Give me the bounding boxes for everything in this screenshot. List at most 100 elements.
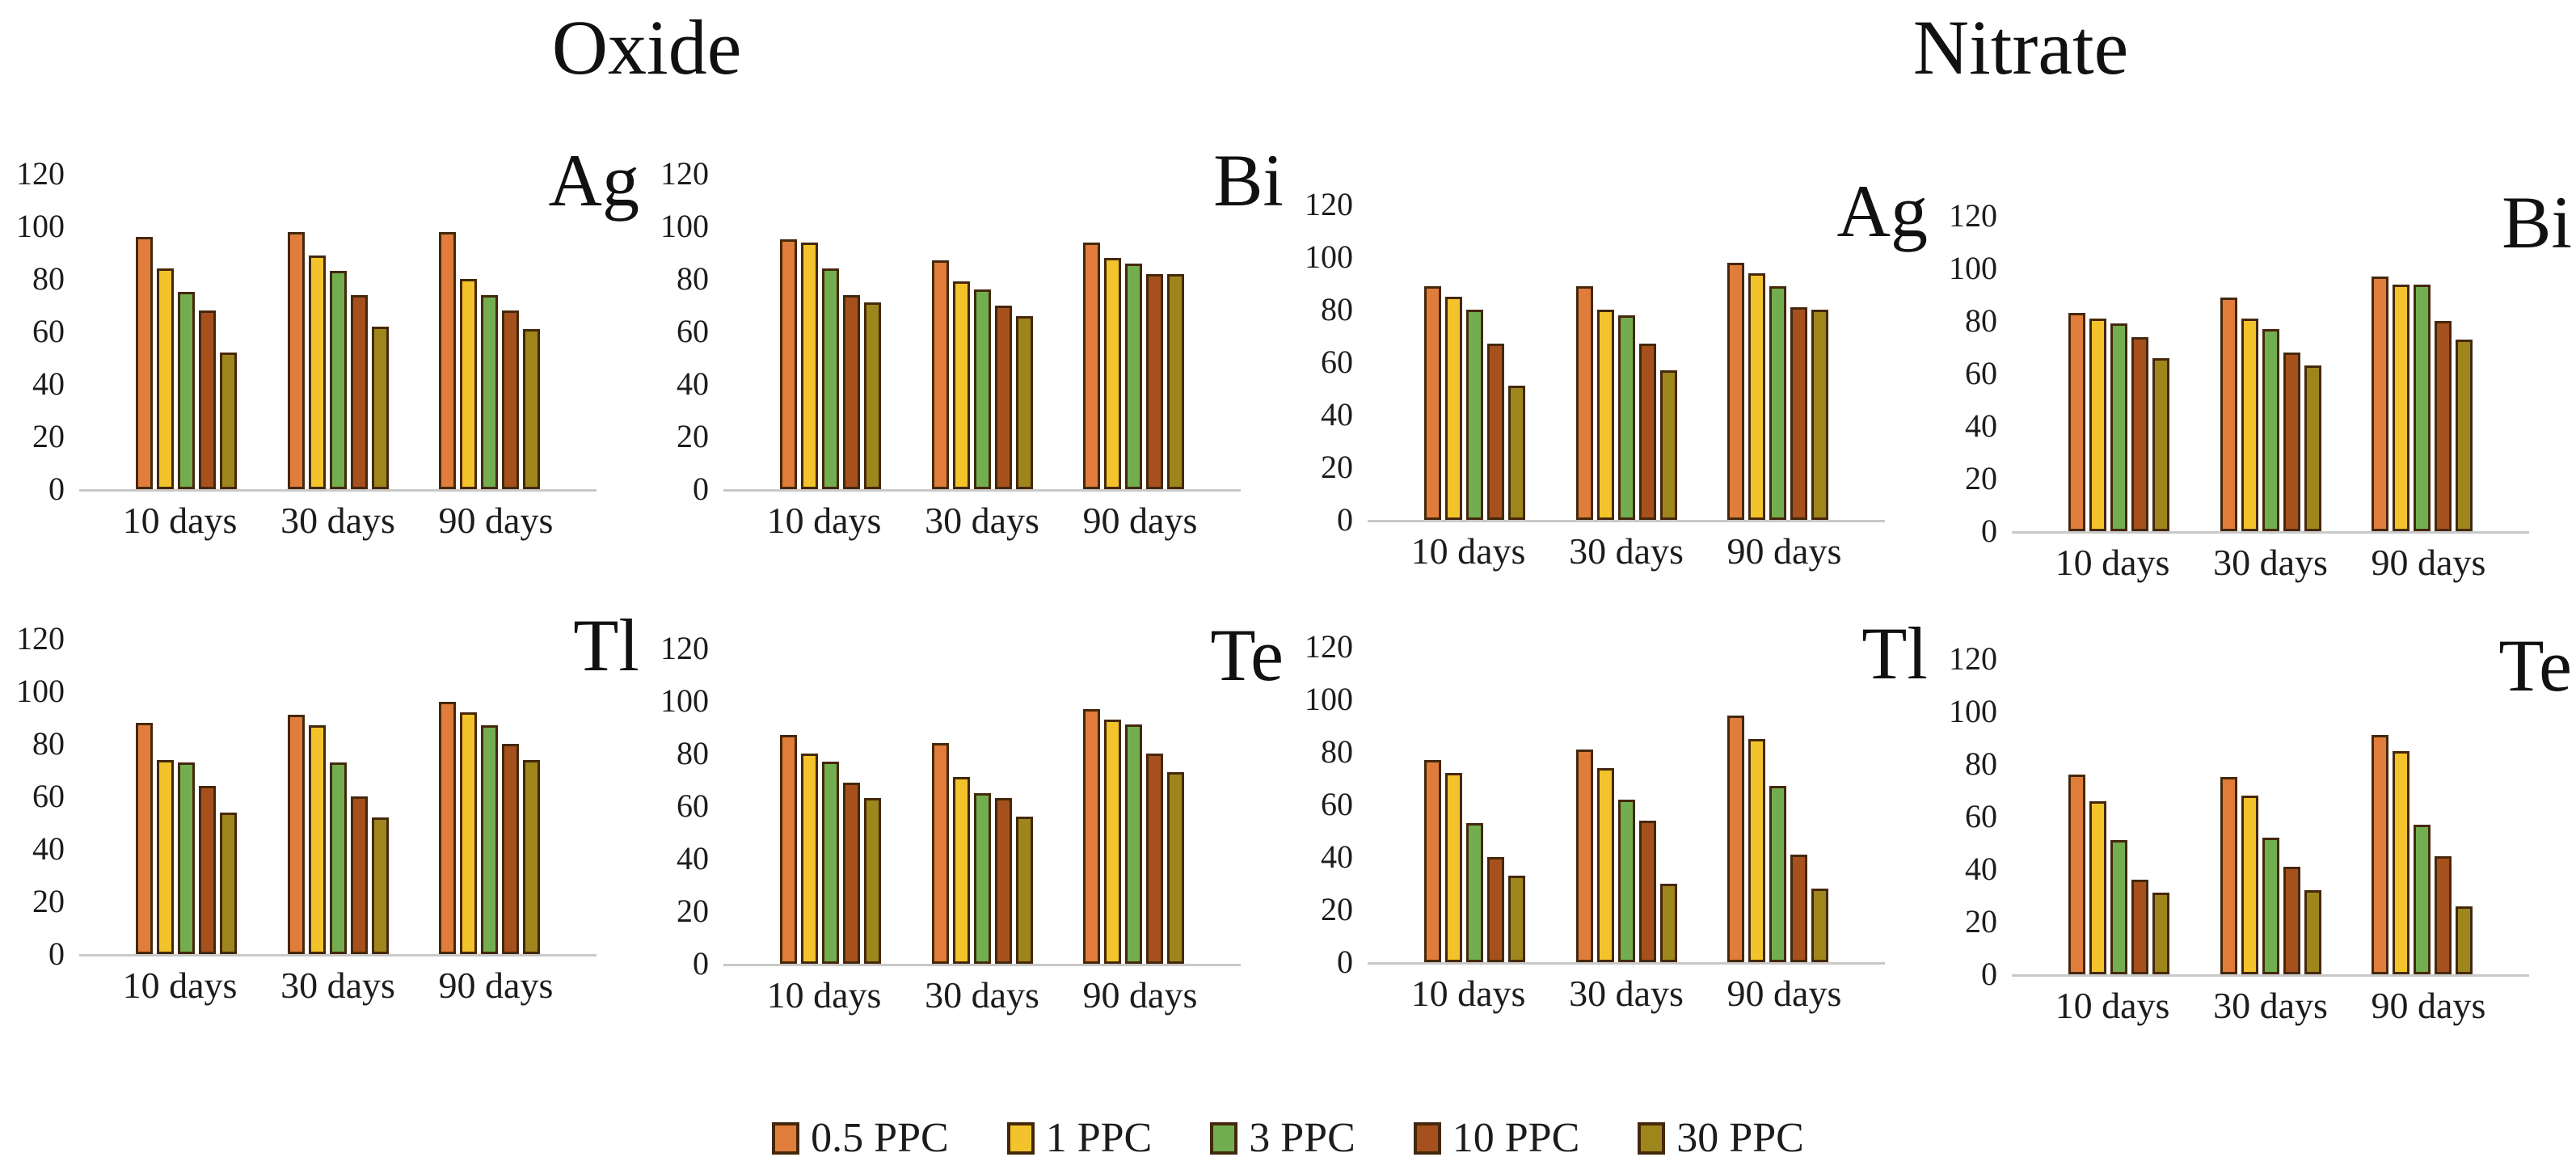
bar (2371, 276, 2388, 531)
bar (2392, 284, 2409, 531)
element-label: Bi (2502, 181, 2572, 264)
bar (801, 242, 819, 489)
element-label: Te (2498, 624, 2572, 707)
bar (973, 792, 991, 964)
element-label: Tl (1861, 612, 1928, 695)
y-tick-label: 120 (1949, 197, 1997, 234)
x-axis-labels: 10 days 30 days 90 days (1368, 530, 1885, 572)
bar (1617, 315, 1635, 520)
bar (843, 294, 861, 489)
group-title-nitrate: Nitrate (1912, 4, 2129, 91)
element-label: Tl (573, 604, 639, 686)
y-tick-label: 60 (1965, 355, 1997, 391)
bar-groups (723, 174, 1241, 489)
y-tick-label: 0 (1981, 513, 1997, 549)
y-axis: 0 20 40 60 80 100 120 (1933, 200, 2002, 547)
y-tick-label: 60 (32, 313, 65, 349)
bar (1726, 262, 1744, 520)
bar (801, 754, 819, 964)
plot-area (79, 174, 597, 492)
y-tick-label: 120 (1305, 186, 1353, 222)
bar-group (136, 174, 238, 489)
bar (329, 271, 347, 489)
bar-groups (2012, 659, 2529, 974)
bar (864, 798, 882, 964)
bar (480, 725, 498, 954)
y-tick-label: 120 (660, 630, 709, 666)
y-tick-label: 40 (1965, 408, 1997, 444)
y-tick-label: 60 (1321, 344, 1353, 380)
y-tick-label: 80 (32, 260, 65, 297)
bar (2241, 796, 2258, 974)
x-axis-labels: 10 days 30 days 90 days (79, 500, 597, 542)
bar (1748, 272, 1765, 520)
bar (1508, 386, 1526, 520)
bar (1508, 875, 1526, 962)
x-axis-labels: 10 days 30 days 90 days (1368, 973, 1885, 1015)
bar (1748, 738, 1765, 962)
bar (1082, 242, 1100, 489)
x-category-label: 10 days (2055, 985, 2170, 1026)
bar (1487, 857, 1505, 962)
x-category-label: 10 days (766, 974, 882, 1016)
x-axis-labels: 10 days 30 days 90 days (2012, 985, 2529, 1027)
element-label: Te (1210, 614, 1284, 696)
bar-group (1424, 647, 1526, 962)
y-axis: 0 20 40 60 80 100 120 (1288, 631, 1358, 978)
bar (2413, 284, 2431, 531)
bar (1424, 759, 1442, 962)
bar-group (438, 174, 540, 489)
bar (136, 723, 154, 954)
legend-item: 0.5 PPC (772, 1117, 949, 1159)
y-tick-label: 100 (660, 682, 709, 719)
chart-panel-nitrate-ag: 0 20 40 60 80 100 120 10 days 30 days 90 days Ag (1288, 174, 1933, 593)
bar (822, 268, 840, 489)
y-tick-label: 0 (1337, 944, 1353, 980)
legend-swatch (1638, 1122, 1666, 1155)
y-tick-label: 80 (1321, 733, 1353, 770)
x-category-label: 90 days (1082, 974, 1198, 1016)
x-category-label: 30 days (925, 974, 1039, 1016)
element-label: Bi (1213, 139, 1284, 222)
y-tick-label: 120 (16, 620, 65, 657)
bar (2304, 890, 2321, 974)
x-category-label: 30 days (1569, 530, 1684, 572)
legend-label: 0.5 PPC (811, 1115, 949, 1161)
y-tick-label: 120 (660, 155, 709, 192)
x-category-label: 90 days (1726, 530, 1842, 572)
bar (178, 292, 196, 489)
y-axis: 0 20 40 60 80 100 120 (1288, 188, 1358, 536)
legend-item: 30 PPC (1638, 1117, 1804, 1159)
bar (2434, 321, 2452, 531)
x-axis-labels: 10 days 30 days 90 days (2012, 542, 2529, 584)
bar-groups (1368, 647, 1885, 962)
bar (438, 231, 456, 489)
bar (2434, 855, 2452, 974)
bar-group (1726, 647, 1828, 962)
x-category-label: 90 days (438, 965, 554, 1006)
bar (501, 744, 519, 954)
bar (178, 762, 196, 954)
y-tick-label: 0 (48, 471, 65, 507)
y-tick-label: 20 (677, 893, 709, 929)
x-category-label: 10 days (1410, 530, 1526, 572)
y-tick-label: 40 (32, 365, 65, 402)
group-title-oxide: Oxide (551, 4, 742, 91)
bar (1659, 883, 1677, 962)
bar (1466, 822, 1484, 962)
x-category-label: 90 days (2371, 985, 2486, 1026)
bar (2110, 840, 2128, 974)
x-category-label: 90 days (1726, 973, 1842, 1014)
bar (1166, 273, 1184, 489)
y-tick-label: 100 (1949, 250, 1997, 286)
bar (199, 310, 217, 489)
y-tick-label: 80 (32, 725, 65, 762)
bar (350, 796, 368, 954)
bar (843, 782, 861, 964)
bar (157, 759, 175, 954)
y-tick-label: 120 (1305, 628, 1353, 665)
bar (864, 302, 882, 489)
bar-group (780, 174, 882, 489)
y-tick-label: 80 (677, 260, 709, 297)
bar (371, 817, 389, 954)
